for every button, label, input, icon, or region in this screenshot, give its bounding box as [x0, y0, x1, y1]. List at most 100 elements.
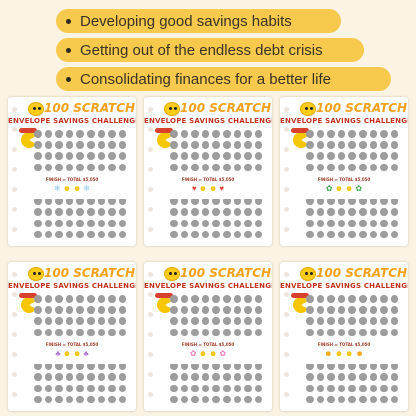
scratch-circle[interactable] [97, 295, 106, 303]
scratch-circle[interactable] [380, 152, 388, 160]
scratch-circle[interactable] [254, 130, 263, 138]
scratch-circle[interactable] [44, 295, 53, 303]
scratch-circle[interactable] [327, 163, 335, 172]
scratch-circle[interactable] [118, 219, 127, 228]
scratch-circle[interactable] [223, 197, 231, 205]
scratch-circle[interactable] [223, 208, 231, 216]
scratch-circle[interactable] [327, 295, 335, 303]
scratch-circle[interactable] [65, 208, 74, 216]
scratch-circle[interactable] [306, 373, 314, 381]
scratch-circle[interactable] [180, 230, 189, 239]
scratch-circle[interactable] [244, 395, 252, 404]
scratch-circle[interactable] [191, 384, 199, 393]
scratch-circle[interactable] [118, 141, 127, 149]
scratch-circle[interactable] [390, 384, 399, 393]
scratch-circle[interactable] [244, 373, 252, 381]
scratch-circle[interactable] [316, 306, 325, 314]
scratch-circle[interactable] [316, 163, 325, 172]
scratch-circle[interactable] [34, 219, 42, 228]
scratch-circle[interactable] [191, 163, 199, 172]
scratch-circle[interactable] [170, 130, 178, 138]
scratch-circle[interactable] [254, 163, 263, 172]
scratch-circle[interactable] [327, 130, 335, 138]
scratch-circle[interactable] [201, 163, 210, 172]
scratch-circle[interactable] [337, 395, 346, 404]
scratch-circle[interactable] [390, 208, 399, 216]
scratch-circle[interactable] [380, 208, 388, 216]
scratch-circle[interactable] [108, 163, 116, 172]
scratch-circle[interactable] [233, 163, 242, 172]
scratch-circle[interactable] [223, 328, 231, 337]
scratch-circle[interactable] [55, 230, 63, 239]
scratch-circle[interactable] [223, 395, 231, 404]
scratch-circle[interactable] [87, 219, 95, 228]
scratch-circle[interactable] [348, 197, 356, 205]
scratch-circle[interactable] [337, 295, 346, 303]
scratch-circle[interactable] [369, 317, 378, 325]
scratch-circle[interactable] [44, 219, 53, 228]
scratch-circle[interactable] [337, 141, 346, 149]
scratch-circle[interactable] [337, 384, 346, 393]
scratch-circle[interactable] [348, 306, 356, 314]
scratch-circle[interactable] [233, 384, 242, 393]
scratch-circle[interactable] [244, 197, 252, 205]
scratch-circle[interactable] [118, 373, 127, 381]
scratch-circle[interactable] [244, 306, 252, 314]
scratch-circle[interactable] [390, 219, 399, 228]
scratch-circle[interactable] [34, 163, 42, 172]
scratch-circle[interactable] [212, 317, 220, 325]
scratch-circle[interactable] [180, 373, 189, 381]
scratch-circle[interactable] [34, 306, 42, 314]
scratch-circle[interactable] [191, 317, 199, 325]
scratch-circle[interactable] [55, 197, 63, 205]
scratch-circle[interactable] [359, 219, 367, 228]
scratch-circle[interactable] [390, 230, 399, 239]
scratch-circle[interactable] [233, 230, 242, 239]
scratch-circle[interactable] [76, 362, 84, 370]
scratch-circle[interactable] [233, 295, 242, 303]
scratch-circle[interactable] [108, 230, 116, 239]
scratch-circle[interactable] [180, 295, 189, 303]
scratch-circle[interactable] [316, 197, 325, 205]
scratch-circle[interactable] [201, 130, 210, 138]
scratch-circle[interactable] [254, 306, 263, 314]
scratch-circle[interactable] [118, 306, 127, 314]
scratch-circle[interactable] [327, 328, 335, 337]
scratch-circle[interactable] [212, 295, 220, 303]
scratch-circle[interactable] [212, 373, 220, 381]
scratch-circle[interactable] [180, 362, 189, 370]
scratch-circle[interactable] [369, 219, 378, 228]
scratch-circle[interactable] [306, 219, 314, 228]
scratch-circle[interactable] [76, 208, 84, 216]
scratch-circle[interactable] [97, 328, 106, 337]
scratch-circle[interactable] [65, 141, 74, 149]
scratch-circle[interactable] [327, 373, 335, 381]
scratch-circle[interactable] [306, 141, 314, 149]
scratch-circle[interactable] [337, 152, 346, 160]
scratch-circle[interactable] [201, 152, 210, 160]
scratch-circle[interactable] [369, 306, 378, 314]
scratch-circle[interactable] [34, 362, 42, 370]
scratch-circle[interactable] [191, 306, 199, 314]
scratch-circle[interactable] [201, 208, 210, 216]
scratch-circle[interactable] [44, 163, 53, 172]
scratch-circle[interactable] [348, 163, 356, 172]
scratch-circle[interactable] [108, 219, 116, 228]
scratch-circle[interactable] [327, 362, 335, 370]
scratch-circle[interactable] [55, 317, 63, 325]
scratch-circle[interactable] [34, 317, 42, 325]
scratch-circle[interactable] [44, 130, 53, 138]
scratch-circle[interactable] [44, 373, 53, 381]
scratch-circle[interactable] [76, 141, 84, 149]
scratch-circle[interactable] [87, 384, 95, 393]
scratch-circle[interactable] [254, 362, 263, 370]
scratch-circle[interactable] [212, 141, 220, 149]
scratch-circle[interactable] [348, 141, 356, 149]
scratch-circle[interactable] [55, 362, 63, 370]
scratch-circle[interactable] [380, 328, 388, 337]
scratch-circle[interactable] [44, 197, 53, 205]
scratch-circle[interactable] [65, 163, 74, 172]
scratch-circle[interactable] [55, 306, 63, 314]
scratch-circle[interactable] [118, 295, 127, 303]
scratch-circle[interactable] [55, 395, 63, 404]
